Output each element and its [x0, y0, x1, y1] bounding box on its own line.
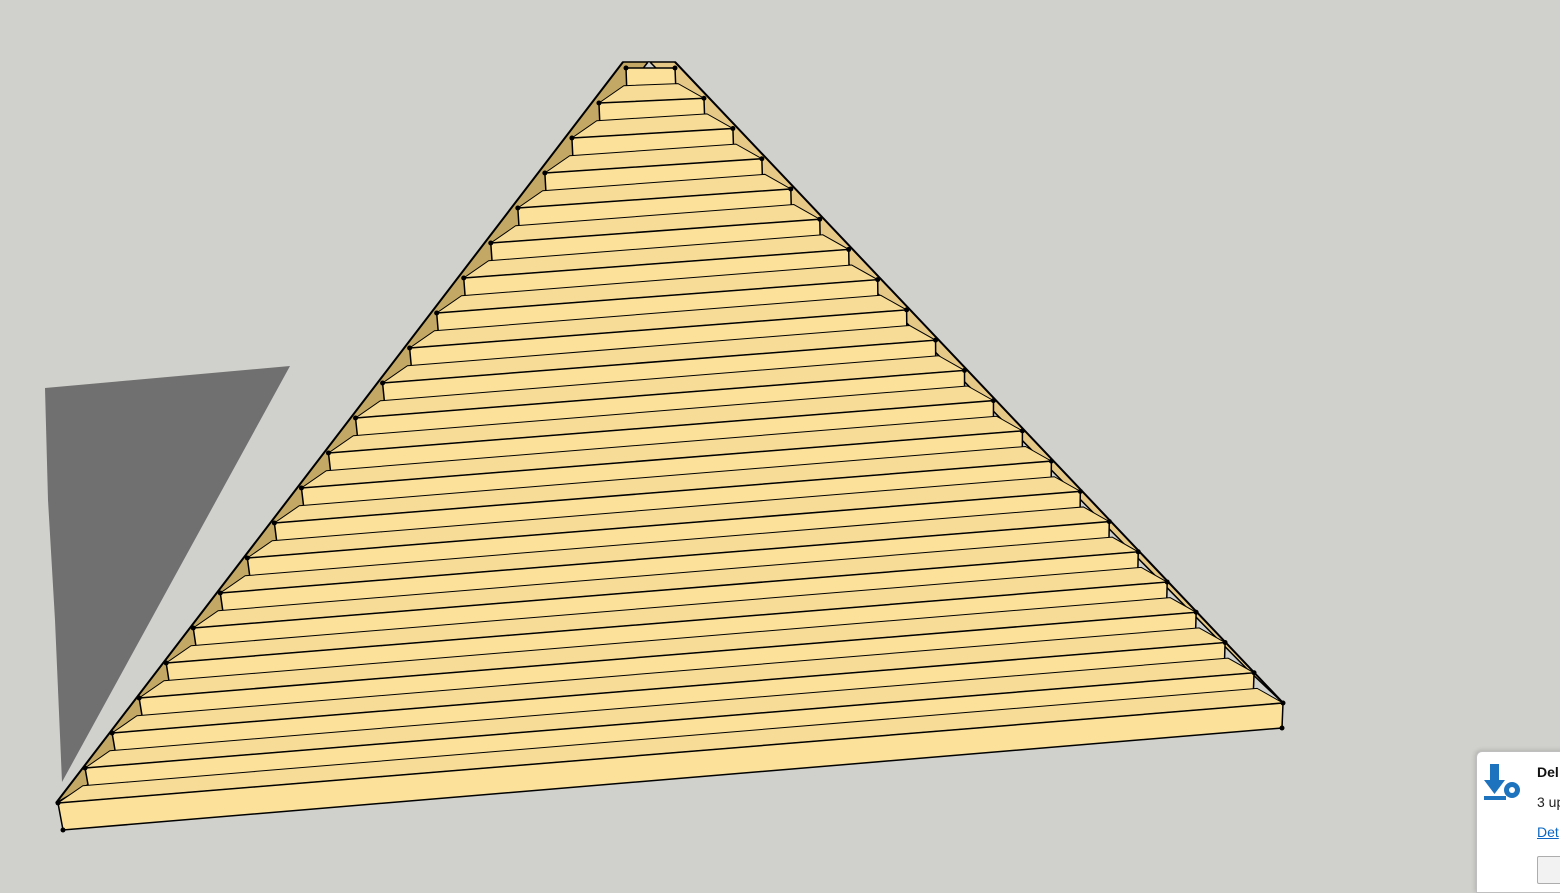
update-notification[interactable]: Del 3 up Det [1476, 751, 1560, 893]
step-vertex [271, 520, 277, 526]
step-vertex [380, 380, 386, 386]
step-vertex [701, 95, 707, 101]
pyramid-steps [55, 65, 1286, 833]
step-vertex [730, 125, 736, 131]
step-vertex [461, 275, 467, 281]
download-settings-icon [1484, 764, 1520, 800]
step-vertex [1279, 725, 1285, 731]
step-vertex [788, 186, 794, 192]
step-vertex [569, 135, 575, 141]
step-vertex [353, 415, 359, 421]
ground-shadow [45, 366, 290, 782]
notification-body: 3 up [1537, 794, 1560, 810]
left-silhouette-edge [55, 61, 624, 804]
step-vertex [298, 485, 304, 491]
step-vertex [515, 205, 521, 211]
step-vertex [817, 216, 823, 222]
step-vertex [434, 310, 440, 316]
step-vertex [596, 100, 602, 106]
step-vertex [488, 240, 494, 246]
step-vertex [759, 156, 765, 162]
step-vertex [672, 65, 678, 71]
step-vertex [846, 246, 852, 252]
step-vertex [407, 345, 413, 351]
notification-title: Del [1537, 764, 1559, 780]
step-vertex [217, 590, 223, 596]
right-silhouette-edge [674, 61, 1285, 705]
notification-action-button[interactable] [1537, 856, 1560, 884]
step-vertex [542, 170, 548, 176]
step-vertex [325, 450, 331, 456]
step-vertex [244, 555, 250, 561]
notification-details-link[interactable]: Det [1537, 824, 1559, 840]
step-vertex [60, 827, 66, 833]
step-vertex [623, 65, 629, 71]
